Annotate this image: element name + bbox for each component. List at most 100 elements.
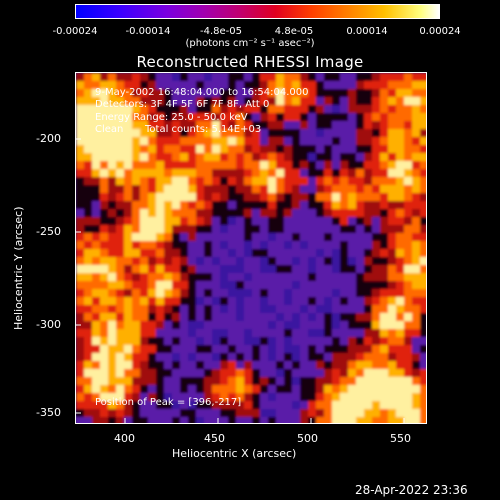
heatmap-cell xyxy=(124,129,133,138)
heatmap-cell xyxy=(220,321,229,330)
heatmap-cell xyxy=(92,305,101,314)
heatmap-cell xyxy=(308,305,317,314)
heatmap-cell xyxy=(260,89,269,98)
heatmap-cell xyxy=(356,313,365,322)
heatmap-cell xyxy=(180,225,189,234)
heatmap-cell xyxy=(196,185,205,194)
heatmap-cell xyxy=(140,273,149,282)
heatmap-cell xyxy=(76,305,85,314)
heatmap-cell xyxy=(244,113,253,122)
heatmap-cell xyxy=(132,209,141,218)
heatmap-cell xyxy=(92,265,101,274)
heatmap-cell xyxy=(388,145,397,154)
heatmap-cell xyxy=(204,73,213,82)
heatmap-cell xyxy=(364,353,373,362)
heatmap-cell xyxy=(420,113,426,122)
heatmap-cell xyxy=(412,393,421,402)
heatmap-cell xyxy=(76,177,85,186)
heatmap-cell xyxy=(276,385,285,394)
heatmap-cell xyxy=(204,369,213,378)
heatmap-cell xyxy=(284,153,293,162)
heatmap-cell xyxy=(340,273,349,282)
heatmap-cell xyxy=(268,129,277,138)
heatmap-cell xyxy=(172,313,181,322)
heatmap-cell xyxy=(348,281,357,290)
heatmap-cell xyxy=(108,177,117,186)
heatmap-cell xyxy=(404,193,413,202)
heatmap-cell xyxy=(420,385,426,394)
heatmap-cell xyxy=(404,289,413,298)
heatmap-cell xyxy=(116,345,125,354)
heatmap-cell xyxy=(212,73,221,82)
heatmap-cell xyxy=(372,265,381,274)
colorbar-tick: -0.00014 xyxy=(125,26,171,37)
heatmap-cell xyxy=(108,153,117,162)
heatmap-cell xyxy=(420,257,426,266)
heatmap-cell xyxy=(132,265,141,274)
heatmap-cell xyxy=(420,353,426,362)
heatmap-cell xyxy=(372,169,381,178)
heatmap-cell xyxy=(340,89,349,98)
heatmap-cell xyxy=(108,361,117,370)
heatmap-cell xyxy=(276,153,285,162)
heatmap-cell xyxy=(92,209,101,218)
heatmap-cell xyxy=(364,385,373,394)
heatmap-cell xyxy=(292,169,301,178)
heatmap-cell xyxy=(316,409,325,418)
time-range-text: 9-May-2002 16:48:04.000 to 16:54:04.000 xyxy=(95,87,309,98)
heatmap-cell xyxy=(308,377,317,386)
heatmap-cell xyxy=(100,329,109,338)
heatmap-cell xyxy=(156,129,165,138)
peak-position-text: Position of Peak = [396,-217] xyxy=(95,397,242,408)
heatmap-cell xyxy=(92,121,101,130)
heatmap-cell xyxy=(212,313,221,322)
heatmap-cell xyxy=(100,105,109,114)
heatmap-cell xyxy=(244,209,253,218)
heatmap-cell xyxy=(268,217,277,226)
heatmap-cell xyxy=(196,105,205,114)
heatmap-cell xyxy=(364,393,373,402)
heatmap-cell xyxy=(300,369,309,378)
heatmap-cell xyxy=(356,113,365,122)
heatmap-cell xyxy=(348,353,357,362)
heatmap-cell xyxy=(260,105,269,114)
heatmap-cell xyxy=(172,417,181,423)
heatmap-cell xyxy=(180,129,189,138)
heatmap-cell xyxy=(148,225,157,234)
heatmap-cell xyxy=(260,305,269,314)
heatmap-cell xyxy=(164,281,173,290)
heatmap-cell xyxy=(164,353,173,362)
heatmap-cell xyxy=(276,145,285,154)
heatmap-cell xyxy=(380,265,389,274)
heatmap-cell xyxy=(76,281,85,290)
heatmap-cell xyxy=(84,369,93,378)
heatmap-cell xyxy=(76,81,85,90)
heatmap-cell xyxy=(420,161,426,170)
heatmap-cell xyxy=(260,233,269,242)
heatmap-cell xyxy=(292,265,301,274)
heatmap-cell xyxy=(276,121,285,130)
heatmap-cell xyxy=(180,233,189,242)
heatmap-cell xyxy=(412,353,421,362)
heatmap-cell xyxy=(100,121,109,130)
heatmap-cell xyxy=(164,193,173,202)
heatmap-cell xyxy=(372,361,381,370)
heatmap-cell xyxy=(260,153,269,162)
heatmap-cell xyxy=(148,417,157,423)
heatmap-cell xyxy=(292,81,301,90)
heatmap-cell xyxy=(140,161,149,170)
heatmap-cell xyxy=(156,393,165,402)
heatmap-cell xyxy=(196,137,205,146)
heatmap-cell xyxy=(212,369,221,378)
heatmap-cell xyxy=(164,153,173,162)
y-axis-label: Heliocentric Y (arcsec) xyxy=(12,206,25,330)
heatmap-cell xyxy=(404,385,413,394)
heatmap-cell xyxy=(284,345,293,354)
heatmap-cell xyxy=(316,281,325,290)
heatmap-cell xyxy=(412,297,421,306)
heatmap-cell xyxy=(380,233,389,242)
heatmap-cell xyxy=(404,321,413,330)
heatmap-cell xyxy=(364,105,373,114)
heatmap-cell xyxy=(236,217,245,226)
heatmap-cell xyxy=(412,201,421,210)
